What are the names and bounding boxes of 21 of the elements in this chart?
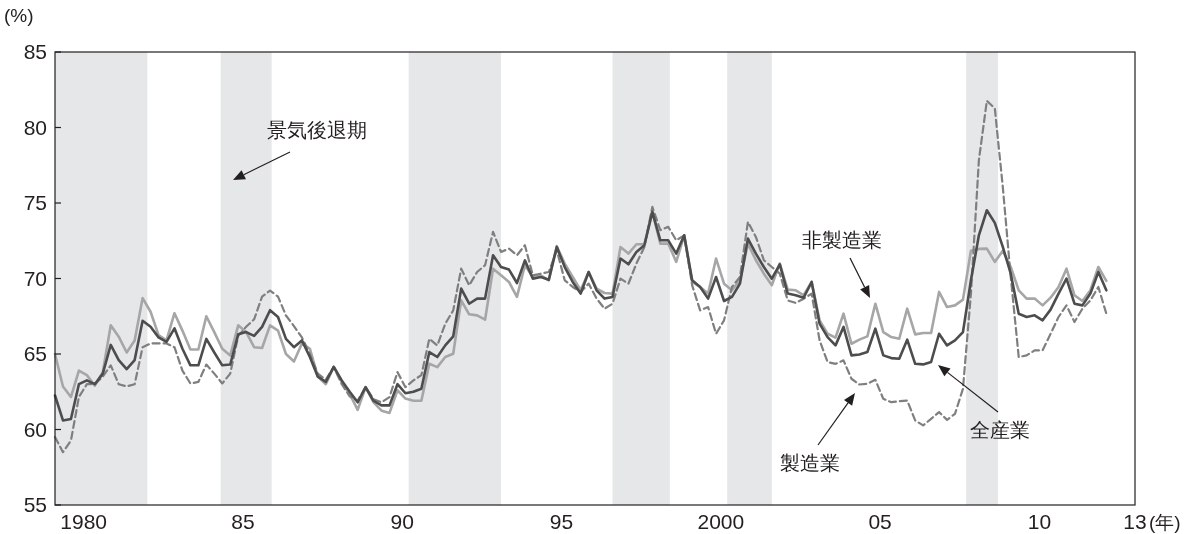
annotation: 全産業 [970, 419, 1030, 441]
annotation: 製造業 [780, 452, 840, 474]
y-tick-label: 80 [23, 115, 47, 139]
annotation: 非製造業 [802, 229, 882, 251]
x-tick-label: 2000 [697, 510, 745, 533]
x-tick-label: 85 [231, 510, 255, 533]
y-axis-title: (%) [4, 5, 34, 26]
y-tick-label: 75 [23, 191, 47, 214]
x-tick-label: 95 [549, 510, 574, 533]
y-tick-label: 85 [23, 40, 47, 63]
y-tick-label: 70 [23, 266, 47, 290]
x-tick-label: 05 [868, 510, 892, 533]
x-tick-label: 90 [390, 510, 414, 533]
x-tick-label: 13 [1123, 510, 1147, 533]
y-tick-label: 60 [23, 417, 47, 441]
x-axis-title: (年) [1149, 512, 1181, 533]
annotation: 景気後退期 [267, 119, 367, 141]
x-tick-label: 1980 [60, 510, 108, 533]
y-tick-label: 55 [23, 493, 47, 516]
x-tick-label: 10 [1027, 510, 1052, 533]
y-tick-label: 65 [23, 342, 47, 365]
